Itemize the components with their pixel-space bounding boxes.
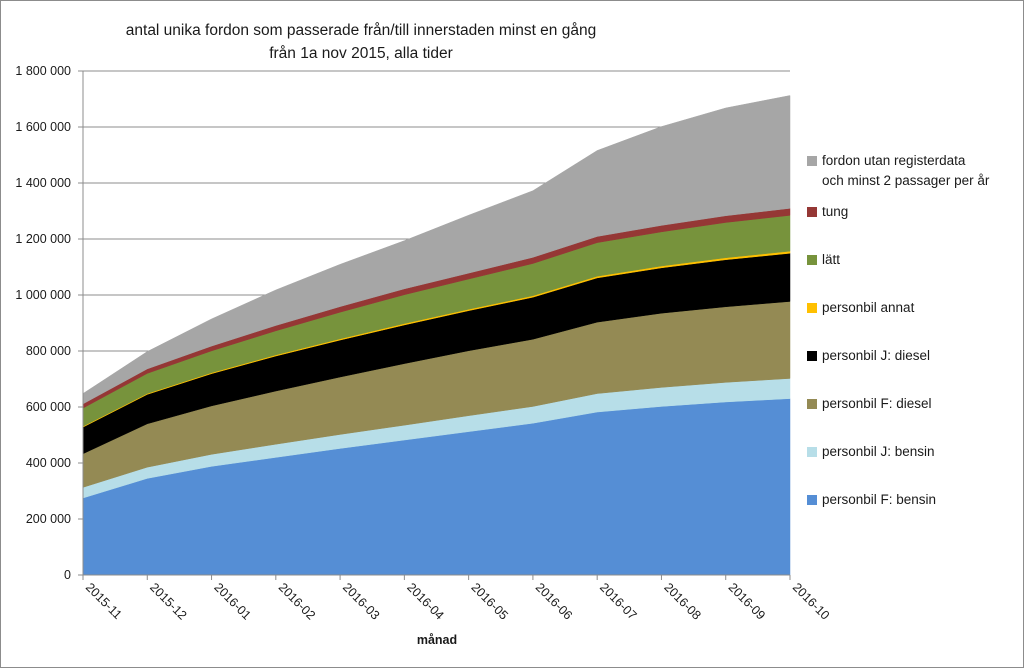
x-tick-label: 2016-10 <box>790 580 832 622</box>
chart-title: antal unika fordon som passerade från/ti… <box>81 19 641 65</box>
legend-label: personbil F: bensin <box>822 492 937 507</box>
legend-label: personbil J: bensin <box>822 444 935 459</box>
legend-swatch <box>807 351 817 361</box>
legend-swatch <box>807 447 817 457</box>
legend-label: personbil J: diesel <box>822 348 931 363</box>
legend-item: personbil J: bensin <box>807 442 935 462</box>
y-tick-label: 600 000 <box>26 400 71 414</box>
area-series-7 <box>82 95 791 405</box>
legend-swatch <box>807 207 817 217</box>
x-tick-label: 2015-12 <box>147 580 189 622</box>
legend-label: lätt <box>822 252 841 267</box>
y-tick-label: 0 <box>64 568 71 582</box>
legend-item: lätt <box>807 250 840 270</box>
legend-label: tung <box>822 204 849 219</box>
legend-label: personbil F: diesel <box>822 396 932 411</box>
legend-item: personbil J: diesel <box>807 346 930 366</box>
legend-swatch <box>807 399 817 409</box>
y-tick-label: 1 200 000 <box>15 232 71 246</box>
legend-swatch <box>807 255 817 265</box>
x-tick-label: 2015-11 <box>83 580 125 622</box>
chart-title-line-2: från 1a nov 2015, alla tider <box>269 45 453 62</box>
x-tick-label: 2016-08 <box>661 580 703 622</box>
legend-swatch <box>807 156 817 166</box>
chart-title-line-1: antal unika fordon som passerade från/ti… <box>125 22 597 39</box>
y-tick-label: 800 000 <box>26 344 71 358</box>
legend-item: personbil F: diesel <box>807 394 932 414</box>
legend-label: personbil annat <box>822 300 915 315</box>
legend-item: personbil F: bensin <box>807 490 936 510</box>
legend-item: fordon utan registerdata och minst 2 pas… <box>807 151 989 191</box>
legend-label: fordon utan registerdata och minst 2 pas… <box>822 153 990 188</box>
x-tick-label: 2016-05 <box>469 580 511 622</box>
y-tick-label: 1 600 000 <box>15 120 71 134</box>
legend-swatch <box>807 303 817 313</box>
y-tick-label: 1 400 000 <box>15 176 71 190</box>
y-tick-label: 400 000 <box>26 456 71 470</box>
x-tick-label: 2016-04 <box>404 580 446 622</box>
x-tick-label: 2016-01 <box>211 580 253 622</box>
x-tick-label: 2016-06 <box>533 580 575 622</box>
x-tick-label: 2016-09 <box>726 580 768 622</box>
legend-item: tung <box>807 202 848 222</box>
x-tick-label: 2016-02 <box>276 580 318 622</box>
x-axis-title: månad <box>417 633 457 647</box>
y-tick-label: 1 000 000 <box>15 288 71 302</box>
x-tick-label: 2016-03 <box>340 580 382 622</box>
legend-swatch <box>807 495 817 505</box>
y-tick-label: 200 000 <box>26 512 71 526</box>
y-tick-label: 1 800 000 <box>15 64 71 78</box>
x-tick-label: 2016-07 <box>597 580 639 622</box>
legend-item: personbil annat <box>807 298 914 318</box>
